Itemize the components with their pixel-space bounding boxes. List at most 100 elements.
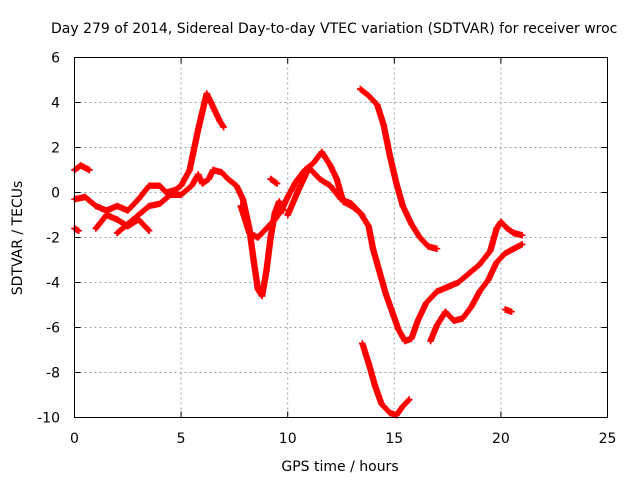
data-point	[145, 227, 153, 234]
series-trace-6	[237, 148, 526, 345]
series-trace-5	[113, 166, 287, 300]
data-point	[267, 175, 274, 183]
data-point	[250, 256, 257, 264]
data-point	[310, 160, 317, 167]
data-point	[425, 243, 432, 250]
data-point	[194, 171, 202, 178]
data-point	[81, 193, 89, 201]
y-tick-label: -2	[46, 231, 60, 247]
data-point	[124, 207, 131, 214]
data-point	[393, 180, 400, 187]
data-point	[433, 245, 441, 252]
y-tick-labels: 6 4 2 0 -2 -4 -6 -8 -10	[37, 51, 60, 427]
data-point	[433, 288, 441, 295]
data-point	[254, 286, 262, 293]
y-tick-label: -8	[46, 366, 60, 382]
data-point	[376, 268, 383, 275]
data-point	[220, 124, 227, 131]
data-point	[258, 292, 266, 300]
data-point	[254, 234, 262, 241]
data-point	[209, 166, 217, 174]
series-markers	[71, 225, 82, 234]
data-point	[278, 207, 285, 214]
x-tick-label: 15	[385, 431, 403, 447]
data-point	[75, 227, 82, 234]
series-markers	[237, 148, 526, 345]
data-point	[177, 182, 185, 189]
data-point	[444, 283, 451, 291]
data-point	[356, 85, 364, 93]
data-point	[246, 229, 253, 237]
data-point	[450, 317, 458, 324]
data-point	[465, 270, 473, 277]
data-point	[467, 304, 475, 311]
data-point	[156, 182, 163, 189]
data-point	[113, 202, 121, 210]
data-point	[263, 268, 270, 275]
y-tick-label: 4	[51, 96, 60, 112]
data-point	[386, 409, 394, 417]
data-point	[241, 216, 249, 223]
data-point	[135, 196, 142, 203]
data-point	[408, 220, 415, 228]
series-trace-8	[267, 175, 281, 187]
data-point	[433, 322, 441, 329]
data-point	[359, 340, 366, 347]
data-point	[442, 308, 449, 315]
data-point	[501, 250, 509, 257]
series-markers	[267, 175, 281, 187]
data-point	[476, 261, 483, 268]
data-point	[414, 317, 421, 324]
data-point	[493, 225, 500, 232]
data-point	[365, 223, 372, 230]
x-tick-label: 10	[279, 431, 297, 447]
data-point	[275, 198, 283, 205]
data-point	[380, 121, 387, 129]
y-tick-label: -6	[46, 321, 60, 337]
data-point	[273, 180, 281, 187]
x-axis-label: GPS time / hours	[281, 459, 398, 475]
data-point	[209, 103, 217, 111]
series-trace-9	[356, 85, 441, 252]
data-point	[493, 259, 500, 266]
data-point	[378, 400, 385, 408]
series-trace-3	[71, 225, 82, 234]
series-trace-7	[284, 164, 366, 219]
data-point	[305, 164, 313, 171]
x-tick-label: 25	[599, 431, 617, 447]
data-point	[401, 337, 409, 345]
data-point	[519, 241, 526, 248]
data-point	[203, 90, 210, 97]
data-point	[218, 169, 225, 176]
data-point	[167, 191, 174, 198]
data-point	[365, 92, 372, 99]
data-point	[406, 396, 413, 403]
y-axis-label: SDTVAR / TECUs	[10, 181, 26, 296]
x-tick-label: 0	[70, 431, 79, 447]
data-point	[318, 148, 326, 156]
data-point	[293, 178, 300, 185]
data-point	[459, 315, 466, 322]
data-point	[510, 229, 517, 237]
data-point	[399, 202, 407, 210]
data-point	[427, 337, 434, 345]
data-point	[224, 175, 232, 183]
data-point	[145, 182, 153, 189]
data-point	[199, 180, 206, 187]
data-point	[484, 277, 492, 284]
data-point	[92, 225, 100, 232]
data-point	[359, 211, 366, 219]
data-point	[86, 166, 93, 174]
data-point	[77, 162, 85, 169]
data-point	[416, 234, 424, 241]
y-tick-label: -10	[37, 411, 60, 427]
data-point	[501, 306, 509, 313]
data-point	[382, 290, 389, 297]
chart-title: Day 279 of 2014, Sidereal Day-to-day VTE…	[51, 21, 617, 37]
data-point	[271, 216, 279, 223]
data-point	[399, 403, 407, 410]
data-point	[455, 279, 462, 286]
data-point	[124, 220, 131, 228]
series-trace-10	[359, 340, 413, 419]
data-point	[508, 308, 515, 315]
